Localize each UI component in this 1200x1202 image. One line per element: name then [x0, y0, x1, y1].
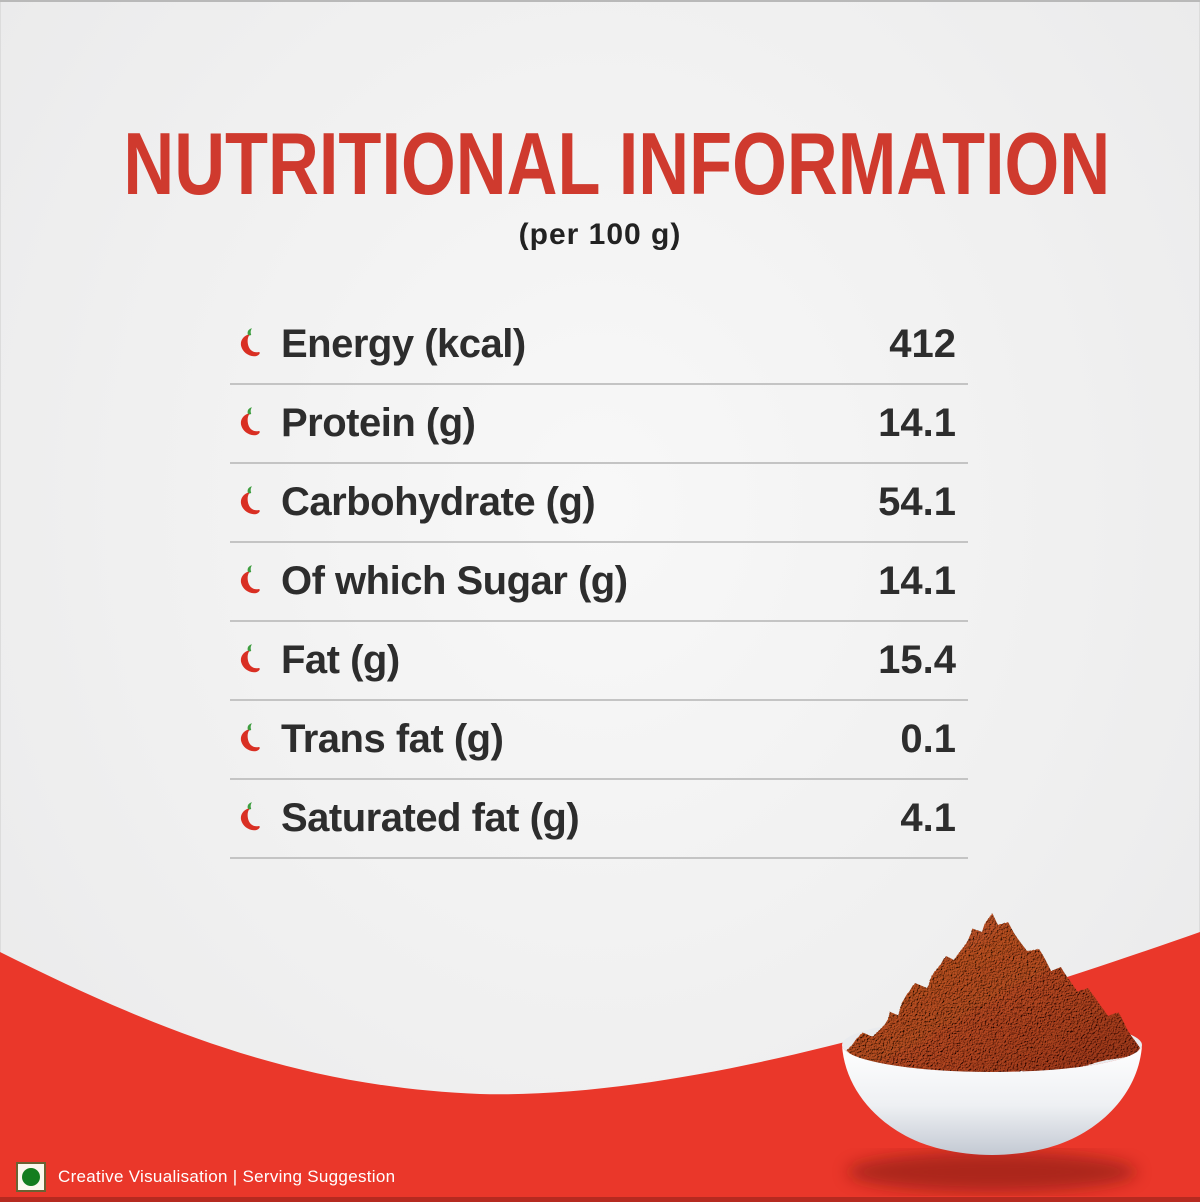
table-row: Saturated fat (g) 4.1	[230, 780, 968, 859]
veg-mark-icon	[16, 1162, 46, 1192]
red-chilli-icon	[232, 485, 268, 521]
nutrient-label: Energy (kcal)	[281, 322, 526, 366]
table-row: Carbohydrate (g) 54.1	[230, 464, 968, 543]
table-row: Fat (g) 15.4	[230, 622, 968, 701]
nutrient-label: Trans fat (g)	[281, 717, 504, 761]
serving-size-note: (per 100 g)	[518, 218, 682, 251]
nutrition-table: Energy (kcal) 412 Protein (g) 14.1 Carbo…	[230, 306, 968, 859]
nutrient-label: Protein (g)	[281, 401, 476, 445]
red-curved-band	[0, 910, 1200, 1202]
nutrient-value: 54.1	[878, 480, 956, 524]
nutrient-value: 412	[889, 322, 956, 366]
page-title: NUTRITIONAL INFORMATION	[123, 114, 1111, 213]
nutrient-label: Carbohydrate (g)	[281, 480, 596, 524]
nutrient-label: Of which Sugar (g)	[281, 559, 628, 603]
nutrient-value: 15.4	[878, 638, 956, 682]
nutrient-value: 0.1	[900, 717, 956, 761]
nutrient-value: 14.1	[878, 401, 956, 445]
table-row: Trans fat (g) 0.1	[230, 701, 968, 780]
red-chilli-icon	[232, 406, 268, 442]
table-row: Protein (g) 14.1	[230, 385, 968, 464]
nutrient-label: Fat (g)	[281, 638, 400, 682]
table-row: Of which Sugar (g) 14.1	[230, 543, 968, 622]
red-chilli-icon	[232, 564, 268, 600]
footer: Creative Visualisation | Serving Suggest…	[16, 1162, 395, 1192]
nutrient-value: 14.1	[878, 559, 956, 603]
bowl-of-red-chilli-powder	[842, 910, 1142, 1192]
red-chilli-icon	[232, 643, 268, 679]
veg-green-dot	[22, 1168, 40, 1186]
disclaimer-text: Creative Visualisation | Serving Suggest…	[58, 1167, 396, 1186]
nutrient-value: 4.1	[900, 796, 956, 840]
red-chilli-icon	[232, 327, 268, 363]
red-chilli-icon	[232, 801, 268, 837]
red-chilli-icon	[232, 722, 268, 758]
nutrient-label: Saturated fat (g)	[281, 796, 580, 840]
table-row: Energy (kcal) 412	[230, 306, 968, 385]
